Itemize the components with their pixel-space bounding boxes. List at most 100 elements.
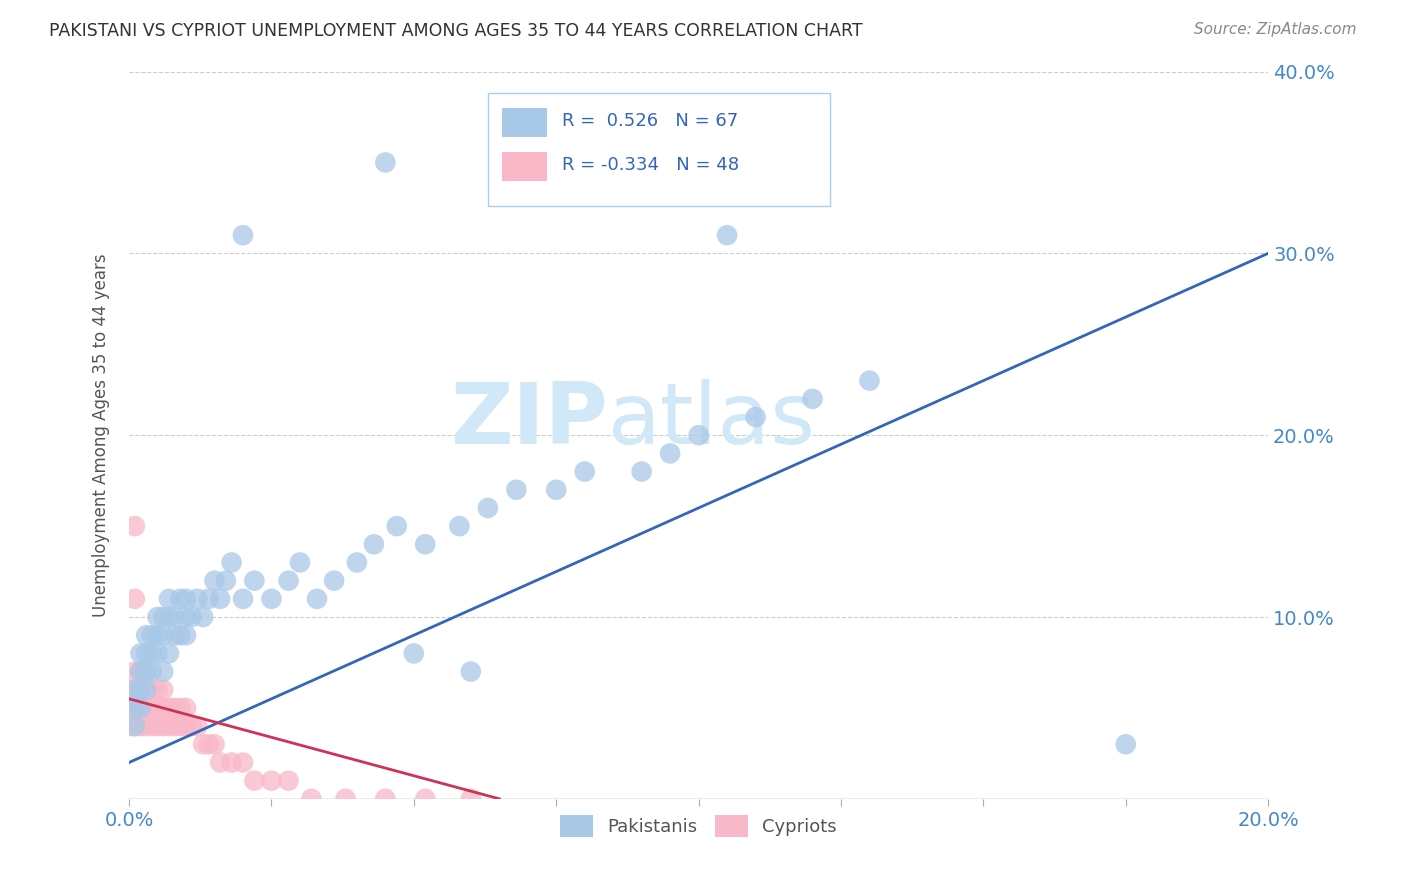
Point xyxy=(546,174,568,188)
Point xyxy=(129,682,152,697)
Point xyxy=(146,628,169,642)
Point xyxy=(152,719,174,733)
Point xyxy=(124,701,146,715)
Point xyxy=(169,719,191,733)
Point xyxy=(180,610,202,624)
Point xyxy=(152,682,174,697)
Point xyxy=(260,773,283,788)
Point xyxy=(288,556,311,570)
Point xyxy=(574,465,596,479)
Point xyxy=(141,682,163,697)
Point xyxy=(505,483,527,497)
Point xyxy=(198,591,221,606)
Point xyxy=(232,591,254,606)
Point xyxy=(135,628,157,642)
Point xyxy=(141,646,163,660)
Point xyxy=(204,737,226,751)
Point xyxy=(174,591,197,606)
Point xyxy=(174,628,197,642)
Point xyxy=(124,719,146,733)
Point xyxy=(135,682,157,697)
Point xyxy=(146,610,169,624)
Point xyxy=(135,646,157,660)
Point xyxy=(221,556,243,570)
Text: ZIP: ZIP xyxy=(450,379,607,462)
Point xyxy=(460,665,482,679)
Text: R =  0.526   N = 67: R = 0.526 N = 67 xyxy=(562,112,738,130)
Point xyxy=(135,719,157,733)
Point xyxy=(124,682,146,697)
Point xyxy=(118,682,141,697)
Point xyxy=(413,537,436,551)
Point xyxy=(209,756,232,770)
Point xyxy=(157,610,180,624)
Point xyxy=(243,773,266,788)
Point xyxy=(232,756,254,770)
Point xyxy=(129,701,152,715)
Point xyxy=(413,792,436,806)
Point xyxy=(124,682,146,697)
Point xyxy=(346,556,368,570)
Point xyxy=(385,519,408,533)
Point xyxy=(124,591,146,606)
Point xyxy=(129,665,152,679)
Point xyxy=(129,646,152,660)
Point xyxy=(146,719,169,733)
Point xyxy=(277,773,299,788)
Point xyxy=(180,719,202,733)
Point xyxy=(858,374,880,388)
Point xyxy=(1115,737,1137,751)
Point xyxy=(146,682,169,697)
Point xyxy=(163,628,186,642)
FancyBboxPatch shape xyxy=(488,94,830,206)
Point xyxy=(449,519,471,533)
Point xyxy=(163,701,186,715)
Point xyxy=(141,719,163,733)
Point xyxy=(174,701,197,715)
Point xyxy=(157,701,180,715)
Point xyxy=(152,701,174,715)
Point xyxy=(174,610,197,624)
Point xyxy=(305,591,328,606)
Point xyxy=(277,574,299,588)
Point xyxy=(630,465,652,479)
Point xyxy=(129,665,152,679)
Point xyxy=(221,756,243,770)
Text: atlas: atlas xyxy=(607,379,815,462)
Point xyxy=(215,574,238,588)
Point xyxy=(152,628,174,642)
Text: Source: ZipAtlas.com: Source: ZipAtlas.com xyxy=(1194,22,1357,37)
Point xyxy=(659,446,682,460)
Point xyxy=(374,155,396,169)
Point xyxy=(299,792,322,806)
Point xyxy=(141,701,163,715)
Point xyxy=(169,628,191,642)
Point xyxy=(141,628,163,642)
Point xyxy=(744,410,766,425)
Point xyxy=(163,719,186,733)
Point xyxy=(335,792,357,806)
Point xyxy=(118,719,141,733)
Point xyxy=(460,792,482,806)
Point xyxy=(124,719,146,733)
Text: R = -0.334   N = 48: R = -0.334 N = 48 xyxy=(562,155,740,174)
Point xyxy=(363,537,385,551)
Point xyxy=(198,737,221,751)
Point xyxy=(243,574,266,588)
Point xyxy=(124,519,146,533)
Point xyxy=(716,228,738,243)
Point xyxy=(157,591,180,606)
Point xyxy=(169,701,191,715)
Point xyxy=(260,591,283,606)
Point xyxy=(129,682,152,697)
Point xyxy=(688,428,710,442)
Point xyxy=(141,665,163,679)
Point xyxy=(232,228,254,243)
Point xyxy=(129,719,152,733)
FancyBboxPatch shape xyxy=(502,108,547,137)
Point xyxy=(157,646,180,660)
Point xyxy=(146,646,169,660)
Point xyxy=(402,646,425,660)
Point xyxy=(191,737,214,751)
Point xyxy=(124,665,146,679)
